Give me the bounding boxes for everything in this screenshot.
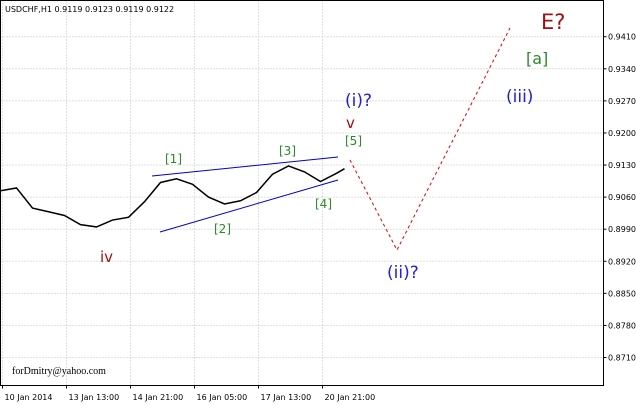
annotation: v xyxy=(346,114,355,132)
wave-lines xyxy=(151,27,511,252)
x-tick-label: 20 Jan 21:00 xyxy=(325,393,376,402)
annotation: (ii)? xyxy=(387,263,419,283)
annotation: E? xyxy=(541,10,565,34)
y-tick-label: 0.8920 xyxy=(608,257,636,266)
y-tick-label: 0.8780 xyxy=(608,321,636,330)
x-tick-label: 16 Jan 05:00 xyxy=(197,393,248,402)
wedge-lower xyxy=(159,179,339,233)
grid xyxy=(0,0,604,386)
watermark: forDmitry@yahoo.com xyxy=(12,366,106,377)
x-tick-label: 10 Jan 2014 xyxy=(5,393,53,402)
price-line xyxy=(0,165,345,228)
annotation: [4] xyxy=(315,197,332,211)
y-tick-label: 0.9200 xyxy=(608,129,636,138)
y-tick-label: 0.9410 xyxy=(608,33,636,42)
annotation: [1] xyxy=(165,152,182,166)
y-tick-label: 0.8990 xyxy=(608,225,636,234)
plot-frame xyxy=(0,0,604,386)
y-tick-label: 0.8850 xyxy=(608,289,636,298)
annotation: iv xyxy=(100,248,113,266)
y-tick-label: 0.9060 xyxy=(608,193,636,202)
annotation: (i)? xyxy=(345,91,372,111)
y-tick-label: 0.9340 xyxy=(608,65,636,74)
chart-title: USDCHF,H1 0.9119 0.9123 0.9119 0.9122 xyxy=(5,5,174,14)
y-tick-label: 0.8710 xyxy=(608,354,636,363)
y-tick-label: 0.9130 xyxy=(608,161,636,170)
x-tick-label: 14 Jan 21:00 xyxy=(133,393,184,402)
annotation: (iii) xyxy=(506,87,533,107)
x-tick-label: 13 Jan 13:00 xyxy=(69,393,120,402)
annotation: [3] xyxy=(279,144,296,158)
x-tick-label: 17 Jan 13:00 xyxy=(261,393,312,402)
annotation: [a] xyxy=(526,49,548,68)
annotation: [2] xyxy=(214,222,231,236)
y-tick-label: 0.9270 xyxy=(608,97,636,106)
wedge-upper xyxy=(151,156,339,177)
annotation: [5] xyxy=(345,134,362,148)
